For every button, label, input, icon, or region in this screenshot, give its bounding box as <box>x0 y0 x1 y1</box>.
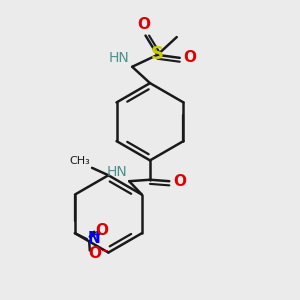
Text: S: S <box>151 45 164 63</box>
Text: O⁻: O⁻ <box>88 246 109 261</box>
Text: HN: HN <box>107 165 128 179</box>
Text: O: O <box>95 223 108 238</box>
Text: CH₃: CH₃ <box>70 156 91 166</box>
Text: O: O <box>138 17 151 32</box>
Text: O: O <box>183 50 196 65</box>
Text: HN: HN <box>109 51 130 65</box>
Text: O: O <box>173 174 186 189</box>
Text: +: + <box>93 230 101 240</box>
Text: N: N <box>88 231 100 246</box>
